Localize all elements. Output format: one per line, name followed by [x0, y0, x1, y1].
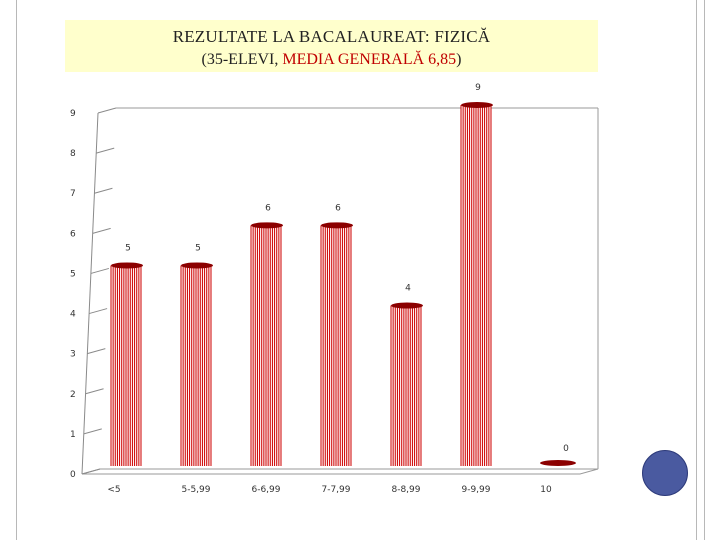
bar-top-cap	[251, 222, 283, 229]
chart-title-box: REZULTATE LA BACALAUREAT: FIZICĂ (35-ELE…	[65, 20, 598, 72]
x-tick-label: 9-9,99	[461, 485, 490, 495]
chart-title: REZULTATE LA BACALAUREAT: FIZICĂ	[65, 27, 598, 47]
x-tick-label: 6-6,99	[251, 485, 280, 495]
bar-top-cap	[111, 262, 143, 269]
bar	[110, 262, 143, 466]
chart-title-prefix: REZULTATE LA BACALAUREAT:	[172, 27, 435, 46]
y-tick-mark	[88, 308, 108, 315]
frame-line-right-2	[704, 0, 705, 540]
y-tick-mark	[85, 388, 104, 395]
y-tick-mark	[96, 147, 115, 154]
y-tick-mark	[94, 187, 113, 194]
y-tick-label: 5	[70, 269, 76, 279]
bar	[390, 302, 423, 466]
chart-subtitle-average: MEDIA GENERALĂ 6,85	[282, 51, 457, 68]
bar-top-cap	[181, 262, 213, 269]
x-tick-label: <5	[107, 485, 120, 495]
x-tick-label: 7-7,99	[321, 485, 350, 495]
y-tick-mark	[87, 348, 106, 355]
y-tick-label: 6	[70, 229, 76, 239]
y-tick-label: 0	[70, 470, 76, 480]
bar-top-cap	[321, 222, 353, 229]
decorative-circle	[642, 450, 688, 496]
y-tick-label: 4	[70, 310, 76, 320]
chart-floor	[81, 468, 599, 475]
chart-subtitle-close: )	[456, 51, 462, 68]
bar-top-cap	[391, 302, 423, 309]
bar	[320, 222, 353, 466]
chart-subtitle-open: (35-ELEVI,	[201, 51, 283, 68]
x-tick-label: 10	[540, 485, 552, 495]
bar	[250, 222, 283, 466]
data-label: 5	[195, 243, 201, 253]
y-tick-label: 1	[70, 430, 76, 440]
y-tick-label: 3	[70, 350, 76, 360]
chart-title-subject: FIZICĂ	[434, 27, 491, 46]
x-tick-label: 8-8,99	[391, 485, 420, 495]
data-label: 9	[475, 83, 481, 93]
chart-subtitle: (35-ELEVI, MEDIA GENERALĂ 6,85)	[65, 51, 598, 69]
bar	[540, 460, 576, 466]
y-tick-mark	[83, 428, 102, 435]
y-tick-label: 9	[70, 109, 76, 119]
data-label: 5	[125, 243, 131, 253]
data-label: 4	[405, 284, 411, 294]
frame-line-left	[16, 0, 17, 540]
y-tick-mark	[81, 468, 101, 475]
data-label: 0	[563, 444, 569, 454]
bar	[460, 102, 493, 466]
data-label: 6	[335, 203, 341, 213]
data-label: 6	[265, 203, 271, 213]
bar	[180, 262, 213, 466]
y-tick-label: 8	[70, 149, 76, 159]
x-tick-label: 5-5,99	[181, 485, 210, 495]
y-axis	[81, 112, 99, 475]
y-tick-label: 7	[70, 189, 76, 199]
y-tick-mark	[90, 267, 110, 274]
bar-zero-cap	[540, 460, 576, 466]
y-tick-mark	[97, 107, 117, 114]
frame-line-right-1	[696, 0, 697, 540]
bar-top-cap	[461, 102, 493, 108]
y-tick-mark	[92, 227, 111, 234]
y-tick-label: 2	[70, 390, 76, 400]
